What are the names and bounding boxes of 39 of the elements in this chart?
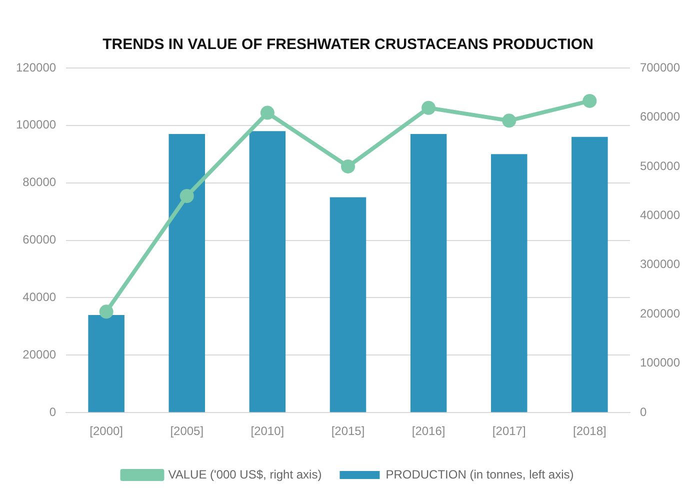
y2-tick-label: 200000 [640,306,680,320]
y2-tick-label: 500000 [640,158,680,173]
bar [572,136,608,412]
x-tick-label: [2016] [412,424,446,438]
x-tick-label: [2017] [492,424,526,438]
y2-tick-label: 0 [640,404,647,419]
y2-tick-label: 700000 [640,60,680,74]
x-tick-label: [2005] [170,424,204,438]
y-tick-label: 80000 [22,175,56,190]
y-tick-label: 120000 [16,60,56,74]
bar [410,134,447,412]
x-tick-label: [2018] [572,424,606,438]
y-tick-label: 100000 [16,118,56,132]
point [502,114,516,128]
point [422,100,436,115]
chart-title: TRENDS IN VALUE OF FRESHWATER CRUSTACEANS PRODUCTION [102,36,594,54]
legend-label: PRODUCTION (in tonnes, left axis) [386,467,574,482]
point [582,94,597,108]
bar [88,314,124,412]
x-tick-label: [2000] [90,424,124,438]
y-tick-label: 20000 [22,347,56,362]
x-tick-label: [2010] [250,424,284,438]
point [180,188,194,203]
y2-tick-label: 100000 [640,356,680,370]
y-tick-label: 40000 [22,290,56,304]
bar [249,131,286,412]
y2-tick-label: 600000 [640,110,680,124]
y-tick-label: 60000 [22,232,56,247]
bar [330,197,366,412]
legend-label: VALUE ('000 US$, right axis) [168,467,322,482]
bar [168,134,206,412]
y-tick-label: 0 [49,404,56,419]
point [341,159,355,174]
point [260,106,274,120]
bar [490,154,528,412]
point [99,304,114,319]
y2-tick-label: 300000 [640,257,680,272]
y2-tick-label: 400000 [640,208,680,222]
x-tick-label: [2015] [331,424,365,438]
